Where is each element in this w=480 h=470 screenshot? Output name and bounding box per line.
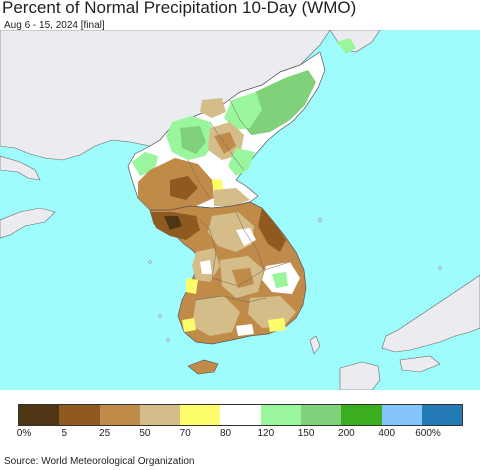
legend-label: 150: [297, 428, 315, 439]
sk-yellow-west: [186, 278, 198, 294]
sk-yellow-southwest: [182, 318, 196, 332]
japan-kyushu: [339, 361, 381, 390]
legend-swatch: [381, 405, 422, 425]
sk-yellow-southeast: [268, 318, 286, 332]
nk-tan-south: [214, 188, 250, 206]
map-title: Percent of Normal Precipitation 10-Day (…: [2, 0, 357, 17]
legend-label: 70: [179, 428, 191, 439]
legend-label: 50: [139, 428, 151, 439]
jeju-island: [187, 359, 219, 375]
sk-white-west: [200, 260, 212, 274]
source-credit: Source: World Meteorological Organizatio…: [4, 456, 195, 467]
date-range: Aug 6 - 15, 2024 [final]: [4, 20, 105, 31]
province-borders: [187, 99, 291, 303]
legend-swatch: [19, 405, 60, 425]
island-dot: [438, 266, 442, 270]
russia-green-patch: [336, 38, 356, 54]
nk-tan-north: [200, 98, 226, 118]
tsushima-island: [309, 335, 321, 355]
sk-verydark-spot: [164, 216, 182, 230]
legend-color-bar: [18, 404, 464, 426]
legend-label: 0%: [16, 428, 32, 439]
precipitation-map: [0, 30, 480, 390]
legend-label: 25: [99, 428, 111, 439]
nk-green-east-coast: [228, 148, 255, 176]
liaodong-land: [0, 155, 41, 181]
nk-brown-center: [214, 132, 236, 154]
sk-white-central: [236, 228, 256, 246]
legend-swatch: [260, 405, 302, 425]
legend-swatch: [301, 405, 342, 425]
sk-darkbrown-east: [258, 208, 286, 252]
legend-swatch: [421, 405, 463, 425]
legend-swatch: [220, 405, 261, 425]
legend-label: 120: [257, 428, 275, 439]
sk-white-south: [236, 324, 254, 336]
legend-swatch: [341, 405, 382, 425]
japan-honshu: [381, 274, 480, 353]
legend-swatch: [99, 405, 140, 425]
legend-label: 5: [61, 428, 68, 439]
nk-darkbrown-southwest: [170, 176, 198, 200]
legend-label: 80: [219, 428, 232, 439]
island-dot: [166, 338, 170, 342]
legend-label: 200: [338, 428, 355, 439]
legend-labels: 0% 5 25 50 70 80 120 150 200 400 600%: [0, 428, 480, 442]
nk-darkgreen-west: [180, 126, 206, 154]
sk-tan-south: [192, 296, 240, 336]
nk-lightgreen-north: [224, 92, 262, 130]
island-dot: [318, 218, 322, 222]
island-dot: [148, 260, 152, 264]
legend-label: 400: [378, 428, 396, 439]
sk-brown-inner: [232, 268, 254, 288]
japan-shikoku: [399, 355, 441, 373]
legend-label: 600%: [415, 428, 441, 439]
nk-green-northeast: [240, 70, 316, 135]
sk-green-southeast: [272, 272, 288, 288]
legend-swatch: [59, 405, 100, 425]
island-dot: [158, 314, 162, 318]
legend-swatch: [180, 405, 221, 425]
legend-swatch: [139, 405, 181, 425]
shandong-land: [0, 207, 56, 239]
